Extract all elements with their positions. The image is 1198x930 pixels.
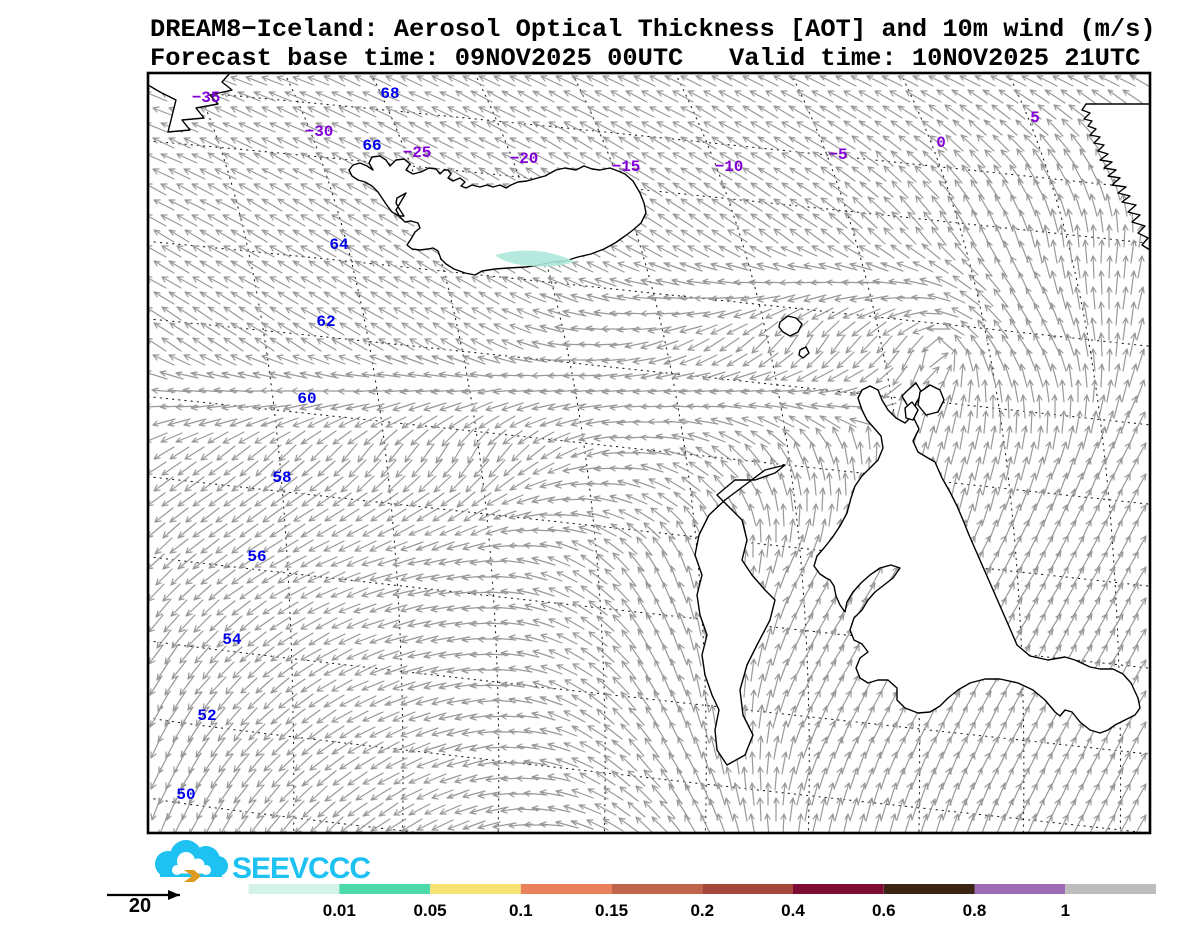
svg-text:−20: −20 (510, 150, 539, 168)
svg-text:SEEVCCC: SEEVCCC (232, 852, 370, 885)
svg-text:−30: −30 (305, 123, 334, 141)
svg-text:0.4: 0.4 (781, 901, 805, 920)
svg-text:−25: −25 (403, 144, 432, 162)
svg-text:0: 0 (936, 134, 946, 152)
svg-text:60: 60 (297, 390, 316, 408)
svg-text:56: 56 (247, 548, 266, 566)
svg-text:0.15: 0.15 (595, 901, 628, 920)
svg-text:52: 52 (197, 707, 216, 725)
svg-text:1: 1 (1061, 901, 1070, 920)
svg-text:0.05: 0.05 (414, 901, 447, 920)
svg-text:−5: −5 (828, 146, 847, 164)
svg-text:62: 62 (316, 313, 335, 331)
svg-text:0.1: 0.1 (509, 901, 533, 920)
svg-text:0.6: 0.6 (872, 901, 896, 920)
svg-text:0.01: 0.01 (323, 901, 356, 920)
svg-text:58: 58 (272, 469, 291, 487)
svg-text:54: 54 (222, 631, 242, 649)
svg-text:−35: −35 (192, 89, 221, 107)
svg-text:66: 66 (362, 137, 381, 155)
svg-text:5: 5 (1030, 109, 1040, 127)
svg-text:0.8: 0.8 (963, 901, 987, 920)
svg-text:68: 68 (380, 85, 399, 103)
svg-text:20: 20 (129, 895, 151, 917)
svg-text:−15: −15 (612, 158, 641, 176)
svg-text:−10: −10 (715, 158, 744, 176)
svg-text:50: 50 (176, 786, 195, 804)
svg-text:64: 64 (329, 236, 349, 254)
svg-text:0.2: 0.2 (690, 901, 714, 920)
